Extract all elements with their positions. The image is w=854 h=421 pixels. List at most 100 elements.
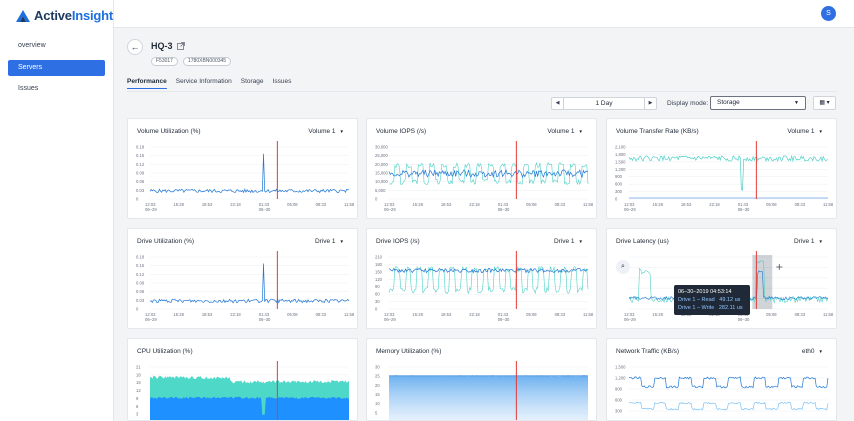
y-tick-label: 0 [136,307,139,312]
y-tick-label: 1,500 [615,365,626,370]
card-selector[interactable]: Volume 1 ▼ [547,128,583,135]
back-button[interactable]: ← [127,39,143,55]
tab-issues[interactable]: Issues [272,78,292,85]
page-title: HQ-3 [151,41,185,51]
tab-storage[interactable]: Storage [240,78,264,85]
card-selector-value: Drive 1 [793,238,815,245]
brand-name: ActiveInsight [34,8,114,23]
x-tick-label: 18:53 [441,312,452,317]
metric-card: Volume Utilization (%) Volume 1 ▼ 0.18 0.15 0… [127,118,358,219]
series-line [388,267,589,274]
metric-card: CPU Utilization (%) 21 18 15 12 9 6 3 0 [127,338,358,421]
x-tick-sublabel: 06–29 [384,317,396,322]
x-tick-label: 11:58 [583,312,594,317]
x-tick-label: 15:28 [652,202,663,207]
metric-chart[interactable]: 2,100 1,800 1,500 1,200 900 600 300 0 12:0306–29… [607,119,837,219]
y-tick-label: 25 [375,374,380,379]
x-tick-label: 11:58 [823,202,834,207]
y-tick-label: 10 [375,401,380,406]
x-tick-label: 22:18 [469,312,480,317]
x-tick-label: 11:58 [583,202,594,207]
next-range-button[interactable]: ▶ [644,98,656,109]
metric-chart[interactable]: 30 25 20 15 10 5 0 [367,339,597,421]
brand-logo[interactable]: ActiveInsight [16,8,113,23]
y-tick-label: 60 [375,292,380,297]
card-selector[interactable]: Volume 1 ▼ [787,128,823,135]
date-range-value[interactable]: 1 Day [595,100,613,107]
y-tick-label: 0 [375,197,378,202]
series-line [388,161,589,186]
x-tick-label: 11:58 [344,312,355,317]
y-tick-label: 30 [375,365,380,370]
y-tick-label: 600 [615,182,623,187]
x-tick-sublabel: 06–30 [738,207,750,212]
tab-service-information[interactable]: Service Information [175,78,232,85]
card-selector[interactable]: Drive 1 ▼ [315,238,344,245]
metric-chart[interactable]: 21 18 15 12 9 6 3 0 [128,339,358,421]
chevron-down-icon: ▼ [339,129,344,134]
x-tick-label: 01:43 [738,202,749,207]
metric-chart[interactable]: 30,000 25,000 20,000 15,000 10,000 5,000 0 12:0… [367,119,597,219]
area-series [150,396,349,420]
x-tick-label: 05:08 [287,202,298,207]
y-tick-label: 9 [136,396,139,401]
zoom-icon[interactable]: ⌕ [616,260,630,274]
host-name: HQ-3 [151,41,173,51]
y-tick-label: 1,200 [615,167,626,172]
sidebar-item-issues[interactable]: Issues [18,85,39,92]
display-mode-select[interactable]: Storage ▼ [710,96,806,110]
sidebar-item-overview[interactable]: overview [18,42,46,49]
y-tick-label: 21 [136,365,141,370]
metric-card: Volume Transfer Rate (KB/s) Volume 1 ▼ 2,10… [606,118,837,219]
metric-chart[interactable]: 1,500 1,200 900 600 300 0 [607,339,837,421]
x-tick-label: 01:43 [259,202,270,207]
series-line [388,169,589,179]
zoom-selection[interactable] [752,255,773,309]
series-line [628,401,829,411]
metric-card: Drive Utilization (%) Drive 1 ▼ 0.18 0.15 0.1… [127,228,358,329]
y-tick-label: 1,200 [615,376,626,381]
y-tick-label: 900 [615,387,623,392]
crosshair-cursor [776,264,783,270]
x-tick-sublabel: 06–29 [624,317,636,322]
chart-tooltip: 06–30–2019 04:53:14 Drive 1 – Read 49.12… [674,285,750,315]
x-tick-label: 05:08 [526,202,537,207]
card-selector[interactable]: eth0 ▼ [802,348,823,355]
chevron-down-icon: ▼ [339,239,344,244]
layout-toggle-button[interactable]: ▦ ▾ [813,96,836,110]
y-tick-label: 0 [375,420,378,421]
y-tick-label: 1,500 [615,159,626,164]
x-tick-sublabel: 06–30 [259,317,271,322]
y-tick-label: 0 [375,307,378,312]
prev-range-button[interactable]: ◀ [552,98,564,109]
series-line [149,153,350,194]
x-tick-label: 15:28 [173,202,184,207]
card-selector[interactable]: Volume 1 ▼ [308,128,344,135]
x-tick-label: 05:08 [287,312,298,317]
y-tick-label: 0.12 [136,272,145,277]
card-selector[interactable]: Drive 1 ▼ [554,238,583,245]
user-avatar[interactable]: S [821,6,836,21]
x-tick-label: 08:33 [795,202,806,207]
external-link-icon[interactable] [176,42,185,50]
tab-performance[interactable]: Performance [127,78,167,89]
grid-layout-icon: ▦ ▾ [819,100,830,106]
card-selector[interactable]: Drive 1 ▼ [794,238,823,245]
y-tick-label: 0.03 [136,298,145,303]
y-tick-label: 3 [136,412,139,417]
x-tick-sublabel: 06–29 [624,207,636,212]
y-tick-label: 180 [375,262,383,267]
x-tick-label: 15:28 [173,312,184,317]
metric-chart[interactable]: 12:0306–2915:2818:5322:1801:4306–3005:08… [607,229,837,329]
y-tick-label: 10,000 [375,179,388,184]
tooltip-read-label: Drive 1 – Read [678,297,715,303]
x-tick-label: 12:03 [384,312,395,317]
tooltip-write-label: Drive 1 – Write [678,305,715,311]
x-tick-label: 05:08 [526,312,537,317]
sidebar-item-servers[interactable]: Servers [8,60,105,76]
chevron-down-icon: ▼ [818,349,823,354]
card-title: Volume Utilization (%) [137,128,201,135]
